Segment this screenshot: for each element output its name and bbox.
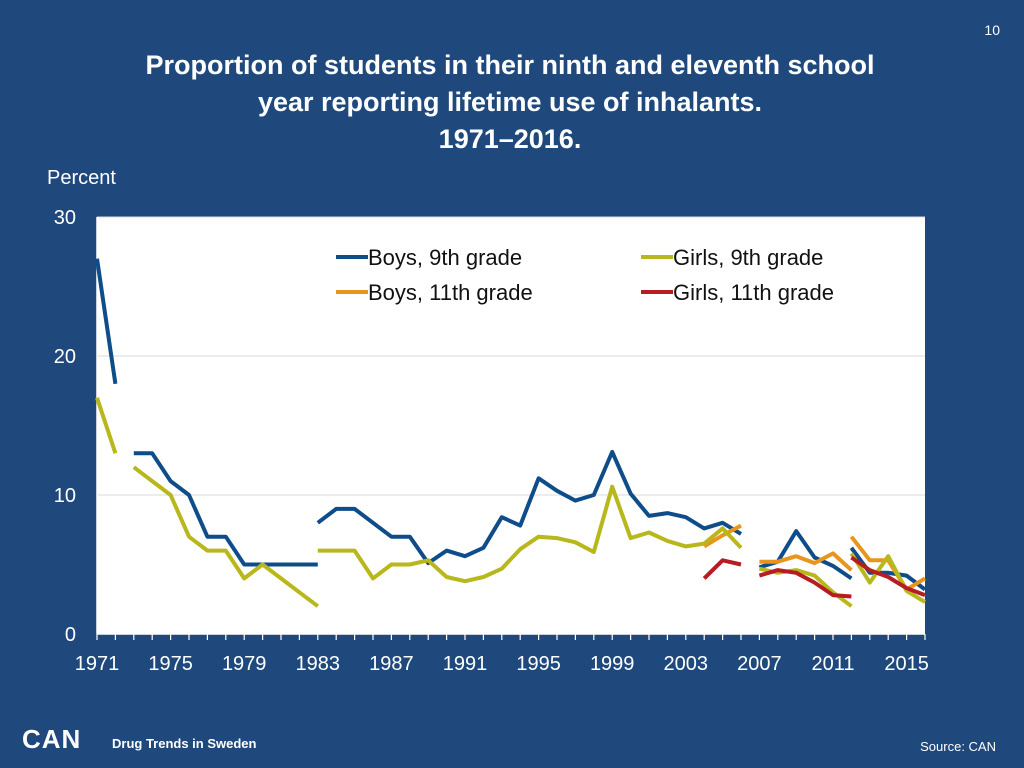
y-tick-label: 10	[54, 485, 76, 507]
legend-label: Boys, 11th grade	[368, 280, 533, 305]
series-line-segment	[758, 568, 852, 599]
x-tick-label: 2003	[664, 653, 709, 675]
y-tick-label: 20	[54, 346, 76, 368]
y-axis-label: Percent	[47, 167, 116, 189]
chart-title: Proportion of students in their ninth an…	[0, 47, 1020, 158]
legend-item: Girls, 9th grade	[641, 245, 823, 270]
x-tick-label: 1987	[369, 653, 414, 675]
title-line-1: Proportion of students in their ninth an…	[145, 50, 875, 80]
legend-item: Boys, 11th grade	[336, 280, 533, 305]
x-tick-label: 1991	[443, 653, 488, 675]
series-line-segment	[759, 551, 853, 572]
legend-item: Boys, 9th grade	[336, 245, 522, 270]
title-line-2: year reporting lifetime use of inhalants…	[257, 87, 763, 117]
series-line-segment	[317, 484, 743, 584]
x-tick-label: 2015	[884, 653, 929, 675]
series-line-segment	[95, 258, 118, 385]
x-tick-label: 1983	[296, 653, 341, 675]
x-tick-label: 1975	[148, 653, 193, 675]
y-tick-label: 30	[54, 207, 76, 229]
series-line-segment	[95, 397, 118, 454]
y-tick-label: 0	[65, 624, 76, 646]
series-line-segment	[703, 523, 742, 549]
legend-label: Girls, 9th grade	[673, 245, 823, 270]
series-line-segment	[132, 465, 320, 608]
x-tick-label: 1999	[590, 653, 635, 675]
series-girls-11th-grade	[702, 555, 926, 599]
series-line-segment	[316, 449, 743, 566]
page-number: 10	[984, 22, 1000, 38]
series-boys-9th-grade	[95, 258, 927, 592]
can-logo: CAN	[22, 724, 82, 754]
series-line-segment	[702, 558, 742, 580]
footer-tagline: Drug Trends in Sweden	[112, 736, 257, 751]
x-tick-label: 2011	[811, 653, 854, 675]
series-line-segment	[133, 451, 318, 567]
source-note: Source: CAN	[920, 739, 996, 754]
x-tick-label: 1979	[222, 653, 267, 675]
title-line-3: 1971–2016.	[438, 124, 582, 154]
series-line-segment	[849, 552, 927, 604]
x-tick-label: 1971	[75, 653, 120, 675]
legend-label: Boys, 9th grade	[368, 245, 522, 270]
x-tick-label: 2007	[737, 653, 782, 675]
legend-item: Girls, 11th grade	[641, 280, 834, 305]
legend-label: Girls, 11th grade	[673, 280, 834, 305]
x-tick-label: 1995	[516, 653, 561, 675]
series-line-segment	[850, 555, 926, 597]
